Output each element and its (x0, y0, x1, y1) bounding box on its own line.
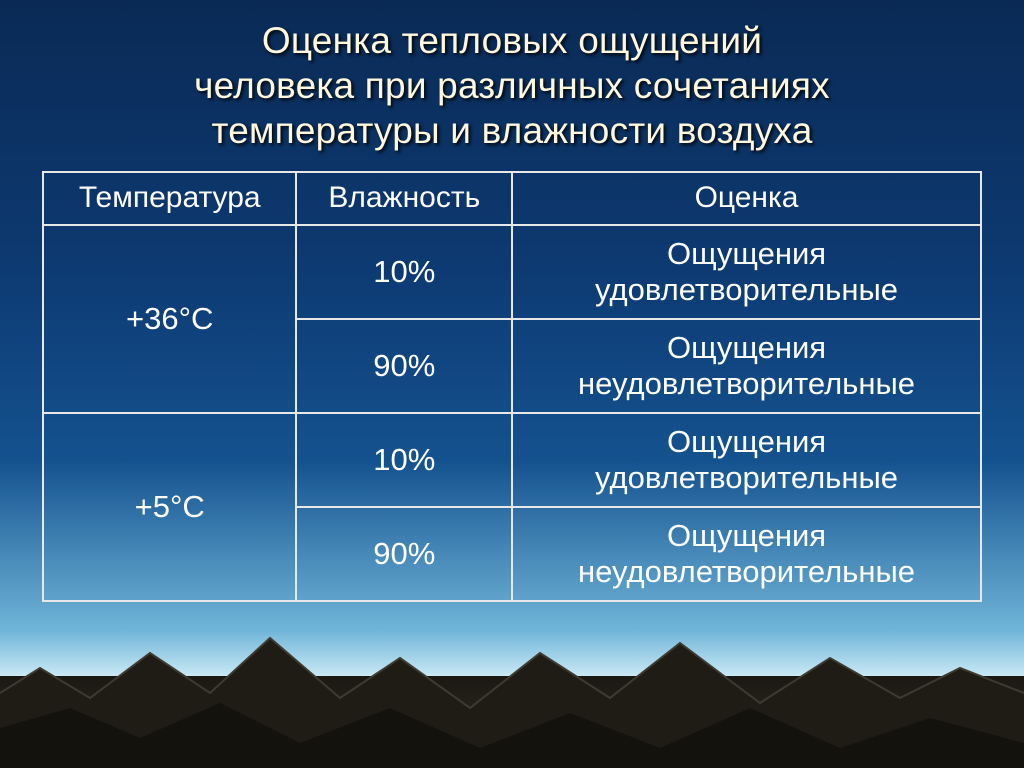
slide: Оценка тепловых ощущений человека при ра… (0, 0, 1024, 768)
cell-humidity: 90% (296, 507, 512, 601)
col-header-evaluation: Оценка (512, 172, 981, 225)
eval-line: удовлетворительные (595, 272, 898, 307)
cell-humidity: 10% (296, 413, 512, 507)
eval-line: неудовлетворительные (578, 554, 915, 589)
col-header-temperature: Температура (43, 172, 296, 225)
eval-line: удовлетворительные (595, 460, 898, 495)
table-header-row: Температура Влажность Оценка (43, 172, 981, 225)
cell-evaluation: Ощущения неудовлетворительные (512, 507, 981, 601)
slide-title: Оценка тепловых ощущений человека при ра… (40, 18, 984, 153)
cell-temperature: +36°C (43, 225, 296, 413)
col-header-humidity: Влажность (296, 172, 512, 225)
title-line: температуры и влажности воздуха (212, 110, 813, 151)
title-line: Оценка тепловых ощущений (262, 20, 762, 61)
cell-humidity: 10% (296, 225, 512, 319)
cell-evaluation: Ощущения неудовлетворительные (512, 319, 981, 413)
eval-line: Ощущения (667, 424, 826, 459)
title-line: человека при различных сочетаниях (194, 65, 830, 106)
cell-temperature: +5°C (43, 413, 296, 601)
cell-evaluation: Ощущения удовлетворительные (512, 225, 981, 319)
eval-line: Ощущения (667, 236, 826, 271)
cell-evaluation: Ощущения удовлетворительные (512, 413, 981, 507)
table-row: +36°C 10% Ощущения удовлетворительные (43, 225, 981, 319)
cell-humidity: 90% (296, 319, 512, 413)
eval-line: неудовлетворительные (578, 366, 915, 401)
eval-line: Ощущения (667, 518, 826, 553)
data-table: Температура Влажность Оценка +36°C 10% О… (42, 171, 982, 602)
eval-line: Ощущения (667, 330, 826, 365)
table-row: +5°C 10% Ощущения удовлетворительные (43, 413, 981, 507)
